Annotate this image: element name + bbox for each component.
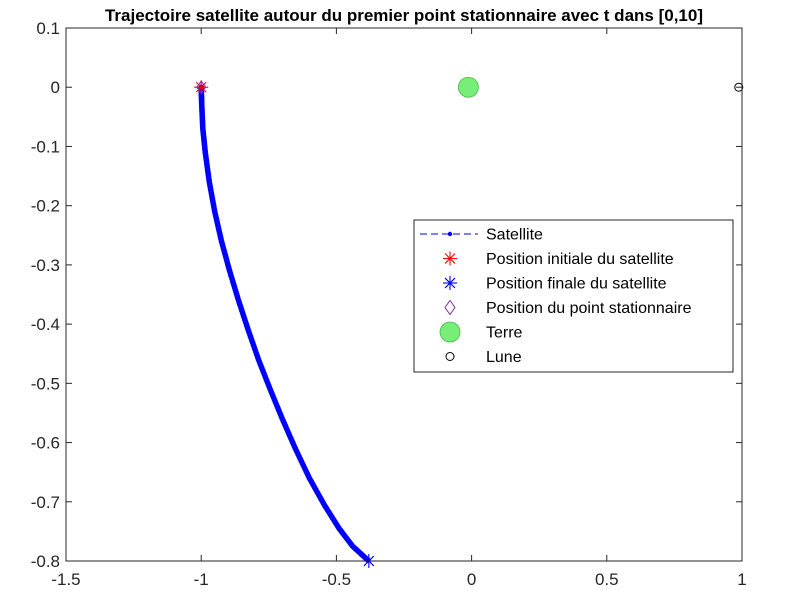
legend-box <box>413 219 734 373</box>
legend: Satellite Position initiale du satellite P… <box>413 219 734 373</box>
legend-filled-circle-sample <box>439 321 461 343</box>
legend-asterisk-sample <box>443 251 457 266</box>
axes-frame <box>65 27 743 562</box>
y-tick-label: -0.8 <box>31 552 60 571</box>
legend-label: Position initiale du satellite <box>486 251 674 268</box>
y-tick-label: -0.7 <box>31 493 60 512</box>
legend-circle-sample <box>445 352 455 361</box>
y-tick-label: -0.4 <box>31 315 60 334</box>
legend-entry: Position finale du satellite <box>443 276 667 293</box>
legend-asterisk-sample <box>443 276 457 290</box>
legend-dot-sample <box>447 231 453 237</box>
x-tick-label: 0 <box>467 570 476 589</box>
chart-title: Trajectoire satellite autour du premier … <box>105 6 703 25</box>
legend-entry: Satellite <box>420 227 543 244</box>
y-tick-label: 0.1 <box>36 19 60 38</box>
terre-marker <box>457 76 479 98</box>
axes-layer: -1.5 -1 -0.5 0 0.5 1 0.1 0 -0.1 -0.2 -0.3 -0.4 -0.5 -… <box>31 19 747 589</box>
lune-marker <box>734 82 744 92</box>
x-tick-label: -0.5 <box>322 570 351 589</box>
satellite-trajectory-markers <box>198 84 371 563</box>
legend-label: Lune <box>486 349 522 366</box>
legend-label: Position du point stationnaire <box>486 300 692 317</box>
position-du-point-stationnaire-marker <box>196 80 207 95</box>
x-tick-label: -1.5 <box>51 570 80 589</box>
y-tick-label: -0.2 <box>31 197 60 216</box>
y-tick-label: -0.6 <box>31 434 60 453</box>
legend-label: Terre <box>486 325 523 342</box>
legend-label: Satellite <box>486 227 543 244</box>
y-tick-label: 0 <box>51 78 60 97</box>
legend-entry: Lune <box>445 349 522 366</box>
legend-entry: Terre <box>439 321 523 343</box>
x-tick-label: -1 <box>194 570 209 589</box>
plot-layer <box>194 76 744 568</box>
legend-diamond-sample <box>444 299 456 316</box>
x-tick-label: 0.5 <box>595 570 619 589</box>
legend-label: Position finale du satellite <box>486 276 667 293</box>
y-tick-label: -0.1 <box>31 137 60 156</box>
legend-entry: Position du point stationnaire <box>444 299 692 317</box>
y-tick-label: -0.5 <box>31 374 60 393</box>
y-tick-label: -0.3 <box>31 256 60 275</box>
x-tick-label: 1 <box>737 570 746 589</box>
legend-entry: Position initiale du satellite <box>443 251 674 268</box>
